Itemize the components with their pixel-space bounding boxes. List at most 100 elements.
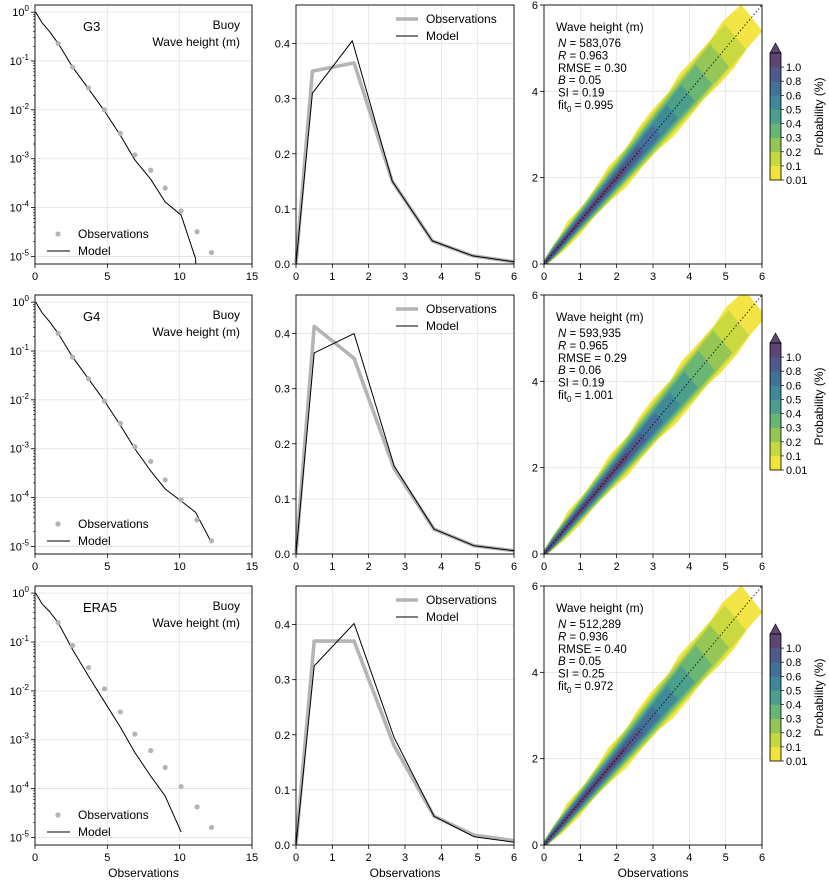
tail-axes-frame [34,4,253,265]
model-line [295,623,515,846]
colorbar-tick-label: 0.1 [786,161,801,173]
legend-observations-label: Observations [78,808,149,822]
colorbar-segment [770,676,781,691]
stats-line: SI = 0.25 [558,669,604,681]
x-tick-label: 4 [686,561,692,573]
observation-point [101,686,108,692]
x-tick-label: 1 [577,271,583,283]
annotation-wave-height: Wave height (m) [152,325,240,339]
colorbar-segment [770,343,781,358]
colorbar-segment [770,746,781,762]
density-axes-frame [543,585,763,846]
x-tick-label: 4 [686,271,692,283]
y-tick-label: 10-2 [10,683,30,698]
y-tick-label: 10-4 [10,490,30,505]
stats-line: RMSE = 0.30 [558,63,627,75]
annotation-wave-height: Wave height (m) [152,35,240,49]
y-tick-label: 4 [532,376,538,388]
observation-point [132,152,138,158]
model-line [35,592,182,833]
y-tick-label: 0 [532,259,538,271]
colorbar-tick-label: 0.4 [786,700,801,712]
x-tick-label: 0 [541,852,547,864]
y-tick-label: 10-1 [10,343,30,358]
y-tick-label: 10-3 [10,151,30,166]
x-tick-label: 15 [246,271,258,283]
x-tick-label: 4 [686,852,692,864]
y-tick-label: 0.3 [275,675,290,687]
colorbar-tick-label: 0.3 [786,423,801,435]
observation-point [194,517,200,523]
colorbar: 0.01 0.1 0.2 0.3 0.4 0.5 0.6 0.8 1.0 Probability … [769,42,826,187]
x-tick-label: 0 [293,271,299,283]
observation-point [70,354,76,360]
x-tick-label: 0 [541,271,547,283]
y-tick-label: 10-4 [10,200,30,215]
colorbar-tick-label: 0.01 [786,175,807,187]
x-tick-label: 5 [104,852,110,864]
legend-observations-marker [55,521,61,527]
colorbar-tick-label: 0.2 [786,728,801,740]
x-tick-label: 0 [32,271,38,283]
colorbar-tick-label: 0.1 [786,451,801,463]
colorbar-segment [770,137,781,153]
x-tick-label: 2 [614,852,620,864]
dataset-label: G3 [83,19,100,34]
x-axis-label: Observations [618,866,689,880]
colorbar-label: Probability (%) [812,77,826,155]
colorbar-segment [770,634,781,649]
y-tick-label: 100 [12,585,29,600]
y-tick-label: 2 [532,173,538,185]
x-tick-label: 5 [475,852,481,864]
colorbar: 0.01 0.1 0.2 0.3 0.4 0.5 0.6 0.8 1.0 Probability … [769,623,826,768]
y-tick-label: 10-1 [10,634,30,649]
x-tick-label: 3 [402,561,408,573]
x-tick-label: 1 [577,561,583,573]
stats-line: R = 0.936 [558,631,608,643]
observation-point [117,420,123,426]
colorbar-frame [769,633,782,762]
y-tick-label: 0.3 [275,384,290,396]
x-tick-label: 2 [366,271,372,283]
one-to-one-line [543,294,763,555]
y-tick-label: 10-3 [10,441,30,456]
observation-point [162,185,168,191]
pdf-panel: 0 1 2 3 4 5 6 0.0 0.1 0.2 0.3 0.4 Observations Model [275,586,517,864]
model-line [295,40,515,265]
colorbar-tick-label: 0.8 [786,657,801,669]
observation-point [117,709,123,715]
observation-point [117,130,123,136]
legend-observations-label: Observations [426,593,497,607]
colorbar-extend-arrow [769,623,782,635]
observation-point [162,764,168,771]
x-tick-label: 1 [577,852,583,864]
colorbar-tick-label: 0.6 [786,380,801,392]
x-tick-label: 5 [475,561,481,573]
tail-series [35,11,215,264]
stats-line: RMSE = 0.29 [558,353,627,365]
x-tick-label: 2 [366,561,372,573]
colorbar-segment [770,399,781,414]
stats-title: Wave height (m) [556,310,644,324]
colorbar-segment [770,109,781,124]
colorbar-extend-arrow [769,332,782,344]
stats-line: B = 0.05 [558,75,601,87]
x-tick-label: 5 [723,852,729,864]
colorbar-tick-label: 0.5 [786,685,801,697]
stats-line: SI = 0.19 [558,378,604,390]
observation-point [55,40,61,46]
observation-point [70,64,76,70]
observation-point [208,824,215,831]
legend-model-label: Model [426,29,459,43]
colorbar-segment [770,413,781,428]
model-line [295,333,515,555]
observation-point [85,85,92,91]
x-tick-label: 6 [759,561,765,573]
y-tick-label: 10-5 [10,248,30,263]
observation-point [208,538,215,544]
legend-model-label: Model [426,610,459,624]
stats-line: N = 583,076 [558,38,621,50]
colorbar-tick-label: 1.0 [786,352,801,364]
colorbar-segment [770,455,781,471]
